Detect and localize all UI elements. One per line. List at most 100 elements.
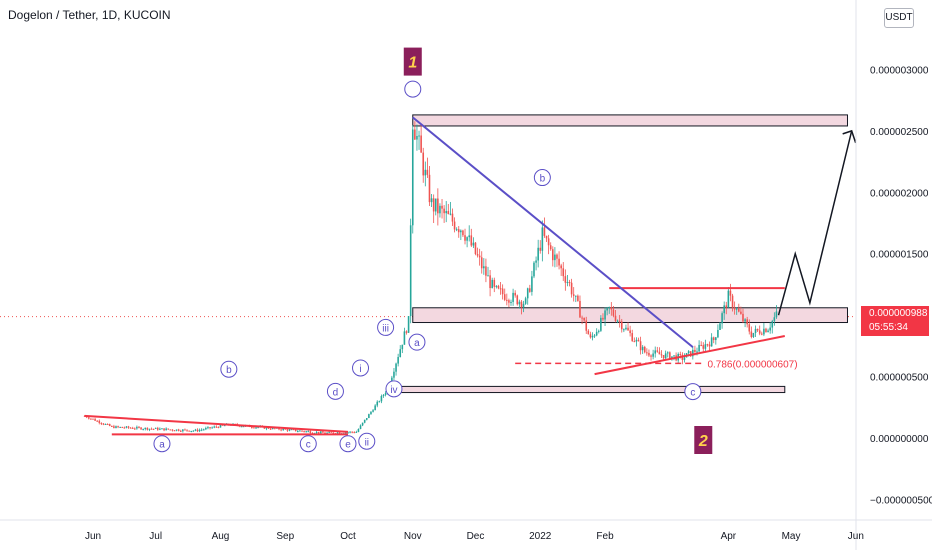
candle (357, 428, 360, 432)
candle (223, 425, 226, 427)
candle (424, 169, 427, 176)
candle (758, 330, 761, 334)
candle (616, 320, 619, 322)
candle (600, 317, 602, 331)
candle (420, 135, 422, 153)
wave-label: b (226, 365, 232, 376)
candle (326, 432, 328, 434)
candle (539, 247, 542, 251)
candle (669, 352, 671, 360)
plot-area (0, 114, 856, 394)
candle (173, 430, 176, 432)
candle (537, 247, 539, 261)
candle (566, 282, 569, 284)
candle (775, 311, 778, 318)
candle (309, 431, 312, 434)
candle (200, 429, 203, 431)
candle (577, 295, 579, 301)
candle (706, 344, 709, 346)
candle (284, 428, 287, 430)
candle (88, 417, 90, 419)
candle (242, 426, 245, 428)
candle (215, 426, 218, 428)
fib-label: 0.786(0.000000607) (707, 359, 797, 370)
candle (493, 279, 496, 287)
candle (761, 333, 763, 335)
resistance-zone (412, 307, 848, 324)
candle (269, 428, 272, 430)
candle (769, 327, 771, 331)
candle (171, 429, 174, 431)
candle (748, 324, 751, 332)
candle (213, 426, 216, 428)
x-tick-label: Sep (276, 531, 294, 542)
candle (307, 431, 310, 433)
candle (186, 429, 188, 431)
candle (90, 418, 92, 420)
y-tick-label: 0.000003000 (870, 65, 929, 76)
candle (98, 420, 101, 423)
wave-label-circle (339, 435, 357, 453)
candle (409, 225, 412, 317)
candle (106, 423, 109, 425)
candle (625, 327, 627, 330)
candle (207, 427, 209, 429)
x-tick-label: May (782, 531, 801, 542)
candle (188, 430, 190, 432)
candle (773, 317, 776, 322)
wave-label-circle (352, 359, 370, 377)
candle (708, 344, 711, 347)
candle (407, 316, 410, 333)
candle (286, 429, 289, 431)
candle (305, 431, 307, 433)
wave-label-circle (358, 432, 376, 450)
candle (742, 313, 744, 322)
candle (457, 229, 460, 233)
x-tick-label: 2022 (529, 531, 552, 542)
candle (689, 351, 692, 357)
candle (604, 310, 606, 320)
candle (470, 235, 473, 246)
candle (520, 301, 523, 308)
candle (169, 429, 172, 431)
candle (328, 431, 330, 433)
candle (687, 351, 690, 354)
candle (347, 432, 349, 434)
candle (476, 254, 479, 256)
candle (723, 305, 725, 314)
wave-label-circle (408, 333, 426, 351)
candle (125, 426, 128, 428)
candle (746, 319, 748, 325)
wave-label-circle (404, 80, 422, 98)
candle (562, 268, 565, 277)
candle (441, 205, 443, 209)
currency-button[interactable]: USDT (884, 8, 914, 28)
candle (411, 129, 414, 226)
candle (320, 431, 322, 434)
candle (253, 427, 255, 429)
candle (288, 429, 291, 431)
candle (660, 354, 663, 356)
candle (602, 317, 604, 320)
candle (351, 431, 353, 433)
candle (102, 423, 105, 425)
candle (595, 331, 598, 336)
candle (771, 321, 774, 328)
candle (94, 418, 96, 421)
candle (480, 257, 483, 269)
candle (257, 427, 259, 429)
x-tick-label: Apr (721, 531, 737, 542)
candle (416, 135, 418, 140)
candle (198, 429, 201, 432)
candle (368, 414, 370, 419)
candle (679, 353, 682, 355)
current-price: 0.000000988 (869, 308, 928, 319)
candle (422, 152, 425, 176)
candle (353, 432, 356, 434)
candle (111, 425, 113, 427)
candle (581, 317, 583, 319)
candle (593, 335, 596, 337)
candle (478, 255, 481, 258)
